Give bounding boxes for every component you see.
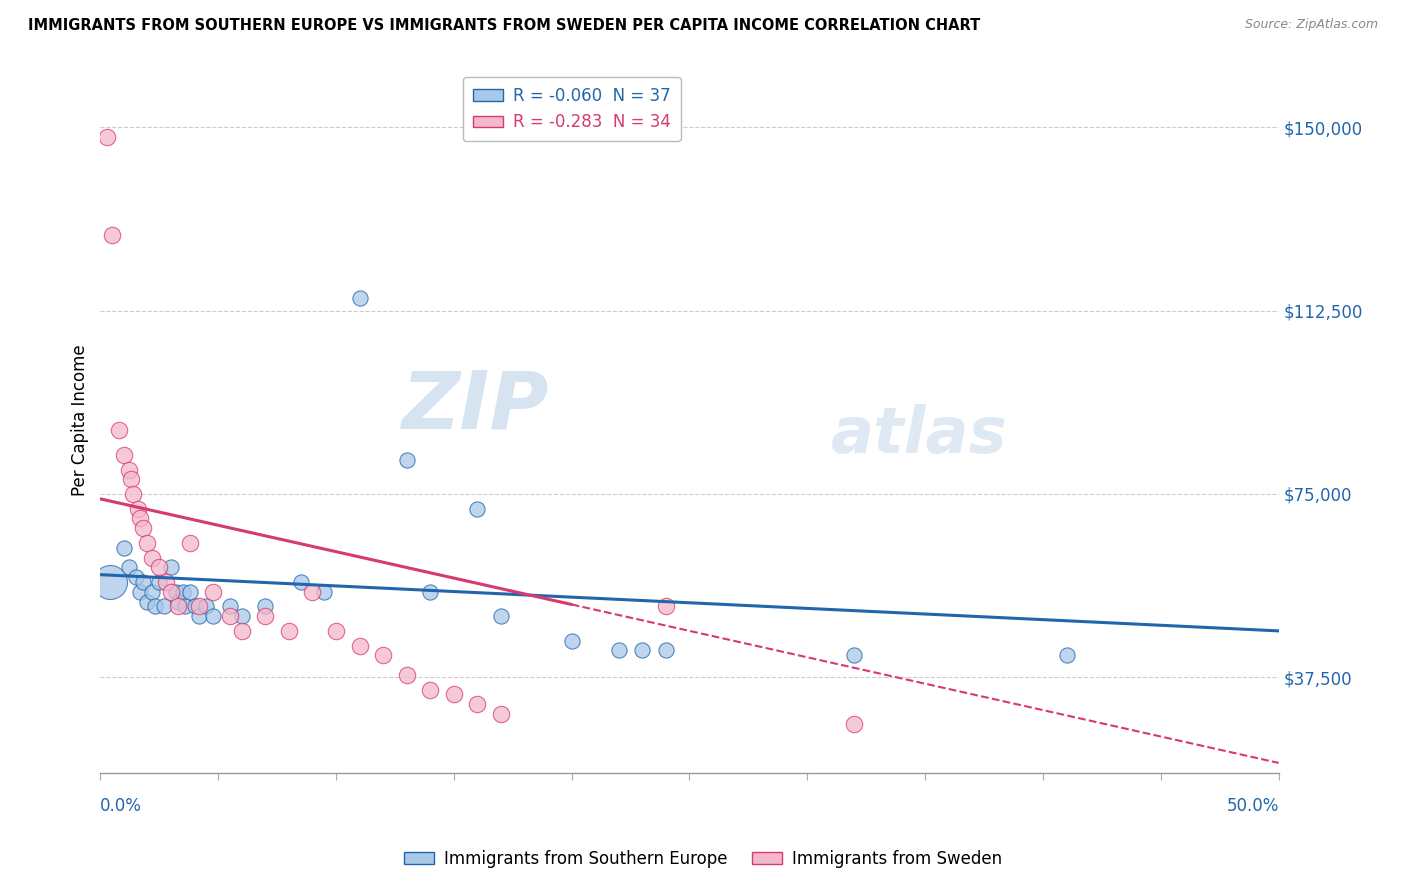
- Point: [160, 584, 183, 599]
- Point: [655, 643, 678, 657]
- Point: [179, 584, 201, 599]
- Text: atlas: atlas: [831, 404, 1008, 466]
- Point: [290, 574, 312, 589]
- Point: [349, 639, 371, 653]
- Text: IMMIGRANTS FROM SOUTHERN EUROPE VS IMMIGRANTS FROM SWEDEN PER CAPITA INCOME CORR: IMMIGRANTS FROM SOUTHERN EUROPE VS IMMIG…: [28, 18, 980, 33]
- Point: [112, 448, 135, 462]
- Point: [155, 574, 177, 589]
- Point: [277, 624, 299, 638]
- Text: ZIP: ZIP: [401, 368, 548, 445]
- Point: [127, 501, 149, 516]
- Point: [231, 609, 253, 624]
- Point: [101, 227, 124, 242]
- Point: [132, 521, 155, 535]
- Point: [165, 584, 187, 599]
- Point: [467, 501, 489, 516]
- Point: [467, 698, 489, 712]
- Point: [112, 541, 135, 555]
- Point: [254, 609, 277, 624]
- Point: [219, 599, 242, 614]
- Point: [325, 624, 347, 638]
- Y-axis label: Per Capita Income: Per Capita Income: [72, 345, 89, 497]
- Point: [117, 462, 139, 476]
- Point: [98, 574, 121, 589]
- Point: [219, 609, 242, 624]
- Point: [122, 487, 145, 501]
- Point: [117, 560, 139, 574]
- Point: [136, 594, 159, 608]
- Point: [148, 560, 170, 574]
- Text: Source: ZipAtlas.com: Source: ZipAtlas.com: [1244, 18, 1378, 31]
- Point: [202, 609, 225, 624]
- Point: [141, 550, 163, 565]
- Point: [254, 599, 277, 614]
- Point: [179, 536, 201, 550]
- Point: [373, 648, 395, 663]
- Point: [174, 599, 197, 614]
- Legend: Immigrants from Southern Europe, Immigrants from Sweden: Immigrants from Southern Europe, Immigra…: [396, 844, 1010, 875]
- Point: [419, 682, 441, 697]
- Point: [844, 716, 866, 731]
- Point: [129, 511, 152, 525]
- Point: [314, 584, 336, 599]
- Point: [631, 643, 654, 657]
- Point: [188, 609, 211, 624]
- Point: [108, 424, 131, 438]
- Point: [395, 668, 418, 682]
- Point: [153, 599, 176, 614]
- Point: [231, 624, 253, 638]
- Text: 0.0%: 0.0%: [100, 797, 142, 815]
- Point: [655, 599, 678, 614]
- Point: [607, 643, 630, 657]
- Point: [160, 560, 183, 574]
- Point: [443, 688, 465, 702]
- Point: [489, 609, 512, 624]
- Point: [561, 633, 583, 648]
- Legend: R = -0.060  N = 37, R = -0.283  N = 34: R = -0.060 N = 37, R = -0.283 N = 34: [463, 77, 681, 141]
- Point: [188, 599, 211, 614]
- Point: [136, 536, 159, 550]
- Point: [195, 599, 218, 614]
- Point: [143, 599, 166, 614]
- Point: [129, 584, 152, 599]
- Point: [125, 570, 148, 584]
- Point: [172, 584, 194, 599]
- Point: [120, 472, 142, 486]
- Point: [301, 584, 323, 599]
- Point: [349, 291, 371, 305]
- Text: 50.0%: 50.0%: [1226, 797, 1278, 815]
- Point: [167, 594, 190, 608]
- Point: [395, 452, 418, 467]
- Point: [419, 584, 441, 599]
- Point: [183, 599, 205, 614]
- Point: [141, 584, 163, 599]
- Point: [1056, 648, 1078, 663]
- Point: [202, 584, 225, 599]
- Point: [96, 130, 118, 145]
- Point: [844, 648, 866, 663]
- Point: [167, 599, 190, 614]
- Point: [132, 574, 155, 589]
- Point: [148, 574, 170, 589]
- Point: [489, 706, 512, 721]
